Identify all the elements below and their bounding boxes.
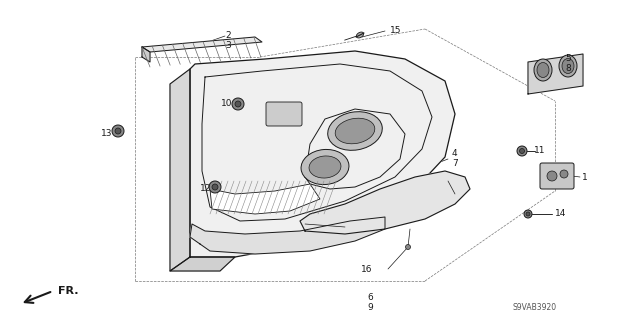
Circle shape	[524, 210, 532, 218]
Ellipse shape	[559, 55, 577, 77]
Text: 4: 4	[452, 150, 458, 159]
Circle shape	[235, 101, 241, 107]
Polygon shape	[142, 37, 262, 52]
Circle shape	[115, 128, 121, 134]
Circle shape	[209, 181, 221, 193]
Text: 6: 6	[367, 293, 373, 301]
Polygon shape	[300, 171, 470, 234]
Polygon shape	[190, 51, 455, 257]
Circle shape	[232, 98, 244, 110]
Ellipse shape	[562, 58, 574, 73]
Text: 3: 3	[225, 41, 231, 50]
Text: 14: 14	[555, 210, 566, 219]
Polygon shape	[142, 47, 150, 62]
Text: 10: 10	[221, 100, 232, 108]
Circle shape	[520, 149, 525, 153]
Text: 15: 15	[390, 26, 401, 35]
Ellipse shape	[328, 112, 382, 150]
Text: 2: 2	[225, 32, 231, 41]
Ellipse shape	[537, 63, 549, 78]
Text: FR.: FR.	[58, 286, 79, 296]
Text: S9VAB3920: S9VAB3920	[513, 302, 557, 311]
Circle shape	[406, 244, 410, 249]
Ellipse shape	[301, 149, 349, 185]
Ellipse shape	[560, 170, 568, 178]
Polygon shape	[210, 184, 320, 214]
Text: 9: 9	[367, 302, 373, 311]
Ellipse shape	[309, 156, 341, 178]
Text: 5: 5	[565, 55, 571, 63]
Polygon shape	[170, 69, 190, 271]
Text: 16: 16	[360, 264, 372, 273]
Circle shape	[112, 125, 124, 137]
Ellipse shape	[356, 32, 364, 38]
Ellipse shape	[335, 118, 375, 144]
FancyBboxPatch shape	[540, 163, 574, 189]
Circle shape	[517, 146, 527, 156]
Text: 13: 13	[101, 130, 113, 138]
Ellipse shape	[534, 59, 552, 81]
Text: 11: 11	[534, 146, 545, 155]
Circle shape	[526, 212, 530, 216]
Polygon shape	[170, 257, 235, 271]
Circle shape	[212, 184, 218, 190]
Polygon shape	[528, 54, 583, 94]
Text: 12: 12	[200, 184, 212, 194]
Ellipse shape	[547, 171, 557, 181]
Text: 8: 8	[565, 64, 571, 73]
Polygon shape	[190, 217, 385, 254]
FancyBboxPatch shape	[266, 102, 302, 126]
Text: 7: 7	[452, 160, 458, 168]
Text: 1: 1	[582, 173, 588, 182]
